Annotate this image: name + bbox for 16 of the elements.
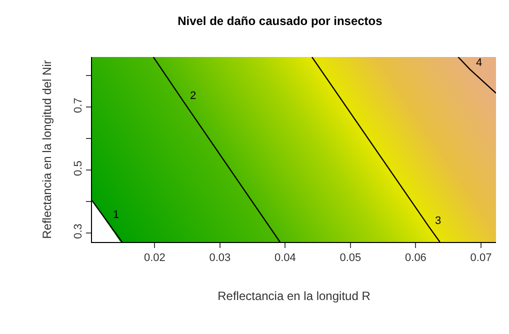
y-tick-label: 0.7	[72, 98, 85, 114]
x-tick-label: 0.04	[274, 252, 296, 264]
x-axis-title: Reflectancia en la longitud R	[218, 289, 371, 304]
chart-title: Nivel de daño causado por insectos	[178, 14, 383, 28]
y-axis-title: Reflectancia en la longitud del Nir	[40, 60, 54, 239]
x-tick-label: 0.03	[209, 252, 231, 264]
y-tick-label: 0.3	[72, 224, 85, 239]
y-tick-label: 0.5	[72, 160, 85, 176]
series-label: 1	[113, 209, 120, 221]
x-tick-label: 0.07	[470, 252, 492, 264]
series-label: 3	[435, 215, 442, 227]
x-tick-label: 0.06	[405, 252, 426, 264]
series-label: 2	[190, 90, 196, 102]
x-tick-label: 0.05	[340, 252, 362, 264]
x-tick-label: 0.02	[144, 252, 166, 264]
series-label: 4	[476, 57, 482, 69]
